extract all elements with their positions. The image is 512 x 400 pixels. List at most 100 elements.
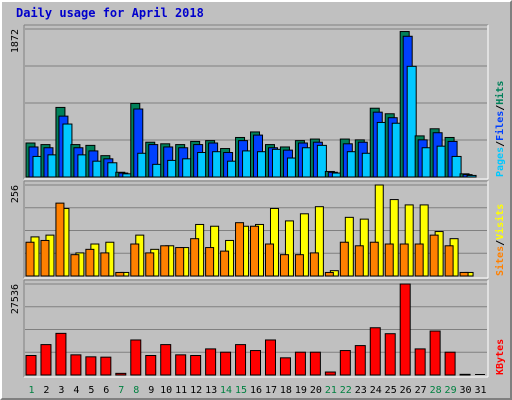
day-label: 20 (310, 385, 322, 396)
bar-kbytes (25, 355, 37, 376)
bar-kbytes (444, 351, 456, 376)
bar-kbytes (85, 356, 97, 376)
bar-sites (235, 222, 245, 277)
day-label: 28 (430, 385, 442, 396)
day-label: 23 (355, 385, 367, 396)
bar-sites (205, 247, 215, 277)
day-label: 21 (325, 385, 337, 396)
bar-kbytes (205, 348, 217, 376)
legend-label-pages: Pages (495, 147, 506, 177)
bar-sites (444, 245, 454, 277)
bar-kbytes (369, 327, 381, 376)
bar-kbytes (459, 373, 471, 376)
bar-sites (160, 245, 170, 277)
legend-label-kbytes: KBytes (495, 339, 506, 375)
legend-separator: / (495, 141, 506, 147)
bar-sites (100, 252, 110, 277)
bar-visits (374, 184, 384, 277)
day-label: 15 (235, 385, 247, 396)
bar-kbytes (264, 339, 276, 376)
day-label: 2 (43, 385, 49, 396)
day-label: 26 (400, 385, 412, 396)
bar-visits (404, 204, 414, 277)
bar-kbytes (70, 354, 82, 376)
bar-visits (284, 220, 294, 277)
axis-max-label: 256 (10, 185, 21, 203)
legend-label-visits: Visits (494, 204, 506, 240)
day-label: 4 (73, 385, 79, 396)
bar-visits (389, 199, 399, 277)
bar-visits (299, 213, 309, 277)
bar-sites (369, 241, 379, 277)
bar-sites (70, 254, 80, 277)
legend-middle: Sites/Visits (494, 204, 506, 276)
bar-sites (40, 239, 50, 277)
bar-pages (466, 174, 477, 178)
bar-sites (25, 241, 35, 277)
bar-sites (414, 243, 424, 277)
bar-sites (459, 271, 469, 277)
day-label: 29 (445, 385, 457, 396)
bar-pages (451, 155, 462, 178)
legend-label-hits: Hits (494, 81, 506, 105)
day-label: 27 (415, 385, 427, 396)
bar-pages (406, 65, 417, 178)
bar-kbytes (100, 356, 112, 376)
bar-sites (145, 252, 155, 277)
bar-sites (264, 243, 274, 277)
bar-sites (85, 248, 95, 277)
bar-kbytes (190, 355, 202, 376)
bar-visits (314, 206, 324, 277)
day-label: 30 (460, 385, 472, 396)
bar-sites (279, 254, 289, 277)
bar-kbytes (250, 350, 262, 376)
day-label: 7 (118, 385, 124, 396)
bar-kbytes (429, 330, 441, 376)
bar-sites (130, 243, 140, 277)
bar-sites (429, 234, 439, 277)
day-label: 12 (190, 385, 202, 396)
chart-title: Daily usage for April 2018 (16, 6, 204, 20)
bar-kbytes (475, 374, 486, 375)
bar-sites (324, 271, 334, 277)
bar-sites (190, 238, 200, 277)
legend-separator: / (495, 105, 506, 111)
day-label: 13 (205, 385, 217, 396)
bar-kbytes (279, 357, 291, 376)
day-label: 16 (250, 385, 262, 396)
day-label: 22 (340, 385, 352, 396)
bar-sites (399, 243, 409, 277)
bar-sites (384, 243, 394, 277)
day-label: 19 (295, 385, 307, 396)
day-label: 5 (88, 385, 94, 396)
bar-kbytes (40, 344, 52, 376)
day-label: 8 (133, 385, 139, 396)
bar-sites (250, 225, 260, 277)
bar-sites (55, 202, 65, 277)
legend-bottom: KBytes (495, 339, 506, 375)
bar-kbytes (399, 283, 411, 376)
bar-kbytes (324, 371, 336, 376)
bar-pages (316, 144, 327, 178)
bar-kbytes (55, 332, 67, 376)
bar-pages (107, 162, 118, 178)
bar-sites (339, 241, 349, 277)
bar-sites (309, 252, 319, 277)
day-label: 18 (280, 385, 292, 396)
bar-kbytes (354, 345, 366, 376)
bar-kbytes (160, 344, 172, 376)
bar-kbytes (220, 351, 232, 376)
bar-kbytes (339, 350, 351, 376)
day-label: 9 (148, 385, 154, 396)
bar-kbytes (414, 348, 426, 376)
legend-separator: / (495, 240, 506, 246)
day-label: 24 (370, 385, 382, 396)
bar-visits (419, 204, 429, 277)
day-label: 14 (220, 385, 232, 396)
bar-sites (354, 245, 364, 277)
axis-max-label: 27536 (10, 284, 21, 314)
day-label: 10 (160, 385, 172, 396)
day-label: 31 (474, 385, 486, 396)
